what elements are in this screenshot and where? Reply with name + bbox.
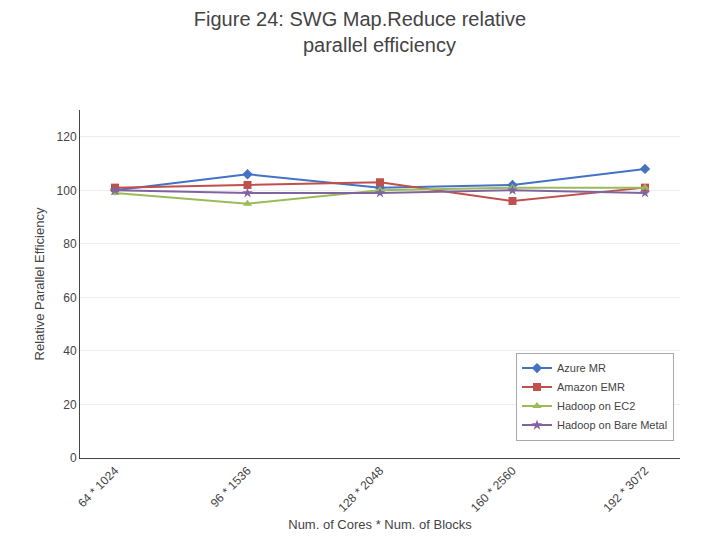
svg-text:128 * 2048: 128 * 2048 bbox=[335, 464, 386, 515]
svg-text:40: 40 bbox=[63, 344, 77, 358]
svg-text:Relative Parallel Efficiency: Relative Parallel Efficiency bbox=[32, 207, 47, 360]
svg-text:20: 20 bbox=[63, 398, 77, 412]
svg-text:Azure MR: Azure MR bbox=[557, 362, 606, 374]
svg-text:Num. of Cores * Num. of Blocks: Num. of Cores * Num. of Blocks bbox=[288, 517, 472, 532]
svg-text:192 * 3072: 192 * 3072 bbox=[600, 464, 651, 515]
svg-text:60: 60 bbox=[63, 291, 77, 305]
svg-text:100: 100 bbox=[57, 184, 77, 198]
svg-text:0: 0 bbox=[70, 451, 77, 465]
svg-text:Hadoop on Bare Metal: Hadoop on Bare Metal bbox=[557, 419, 667, 431]
svg-text:160 * 2560: 160 * 2560 bbox=[468, 464, 519, 515]
svg-text:96 * 1536: 96 * 1536 bbox=[208, 464, 254, 510]
svg-text:Figure 24: SWG Map.Reduce rela: Figure 24: SWG Map.Reduce relative paral… bbox=[194, 8, 526, 56]
svg-text:64 * 1024: 64 * 1024 bbox=[75, 464, 121, 510]
svg-text:Amazon EMR: Amazon EMR bbox=[557, 381, 625, 393]
svg-text:80: 80 bbox=[63, 237, 77, 251]
svg-text:Hadoop on EC2: Hadoop on EC2 bbox=[557, 400, 635, 412]
svg-text:120: 120 bbox=[57, 130, 77, 144]
